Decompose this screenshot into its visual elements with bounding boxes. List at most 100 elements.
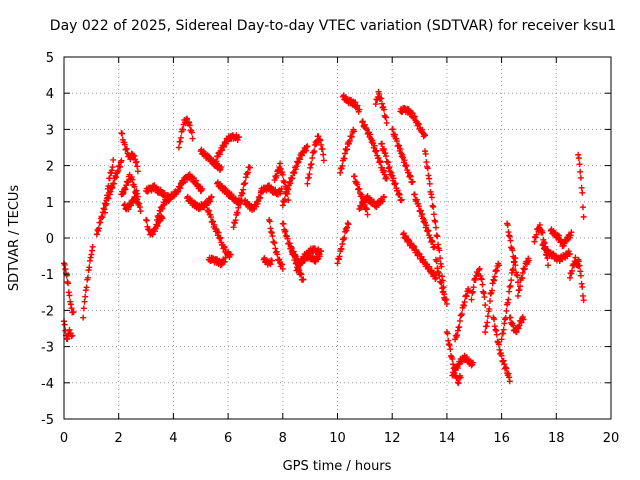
data-point <box>304 143 311 150</box>
data-point <box>434 233 441 240</box>
series-tr41 <box>400 230 439 282</box>
series-tr07 <box>118 171 141 200</box>
data-point <box>378 140 385 147</box>
x-tick-label: 12 <box>384 431 401 446</box>
data-point <box>436 272 443 279</box>
data-point <box>495 262 502 269</box>
data-point <box>286 240 293 247</box>
data-point <box>257 194 264 201</box>
data-point <box>131 183 138 190</box>
data-point <box>509 247 516 254</box>
series-tr43 <box>422 148 448 301</box>
data-point <box>575 155 582 162</box>
data-point <box>309 155 316 162</box>
x-axis-label: GPS time / hours <box>283 459 392 474</box>
data-point <box>449 355 456 362</box>
series-tr48 <box>468 265 489 309</box>
data-point <box>304 180 311 187</box>
y-tick-label: -3 <box>41 341 54 356</box>
data-point <box>208 193 215 200</box>
data-point <box>577 174 584 181</box>
data-point <box>491 316 498 323</box>
x-tick-label: 10 <box>329 431 346 446</box>
data-point <box>482 329 489 336</box>
y-tick-labels: -5 -4 -3 -2 -1 0 1 2 3 4 5 <box>41 51 54 428</box>
data-point <box>268 257 275 264</box>
data-point <box>359 193 366 200</box>
data-point <box>186 122 193 129</box>
series-tr57 <box>547 226 575 250</box>
series-tr06 <box>118 130 141 175</box>
series-tr38 <box>378 140 405 204</box>
data-point <box>569 267 576 274</box>
series-tr22 <box>257 182 285 198</box>
data-point <box>244 169 251 176</box>
data-point <box>383 153 390 160</box>
data-point <box>539 229 546 236</box>
data-point <box>284 235 291 242</box>
y-tick-label: 4 <box>46 87 54 102</box>
data-point <box>422 132 429 139</box>
series-tr13 <box>178 171 206 195</box>
data-point <box>110 156 117 163</box>
data-point <box>505 296 512 303</box>
data-point <box>82 293 89 300</box>
series-tr42 <box>411 191 438 251</box>
data-point <box>356 106 363 113</box>
series-tr16 <box>203 202 234 260</box>
data-point <box>106 175 113 182</box>
data-point <box>507 282 514 289</box>
y-tick-label: 1 <box>46 196 54 211</box>
series-tr44 <box>432 256 450 307</box>
data-point <box>479 281 486 288</box>
series-tr50 <box>490 314 513 385</box>
data-point <box>351 173 358 180</box>
y-axis-label: SDTVAR / TECUs <box>7 185 22 292</box>
series-tr27 <box>279 143 311 209</box>
series-tr20 <box>230 164 253 231</box>
data-point <box>371 142 378 149</box>
series-tr02 <box>61 260 77 316</box>
data-point <box>437 255 444 262</box>
data-point <box>240 186 247 193</box>
data-point <box>432 274 439 281</box>
data-point <box>80 314 87 321</box>
series-tr35 <box>359 118 390 182</box>
data-point <box>279 265 286 272</box>
data-point <box>188 129 195 136</box>
data-point <box>424 165 431 172</box>
data-point <box>110 180 117 187</box>
data-point <box>470 284 477 291</box>
y-tick-label: 5 <box>46 51 54 66</box>
data-point <box>457 374 464 381</box>
data-point <box>383 119 390 126</box>
data-point <box>433 258 440 265</box>
data-point <box>461 298 468 305</box>
data-point <box>498 336 505 343</box>
series-tr40 <box>397 104 429 140</box>
data-point <box>338 246 345 253</box>
data-point <box>465 287 472 294</box>
data-point <box>389 126 396 133</box>
series-tr39 <box>389 126 416 186</box>
data-point <box>441 291 448 298</box>
data-point <box>510 322 517 329</box>
series-tr30 <box>304 133 327 187</box>
data-point <box>426 175 433 182</box>
y-tick-label: 3 <box>46 123 54 138</box>
data-point <box>380 106 387 113</box>
data-point <box>504 222 511 229</box>
data-point <box>320 157 327 164</box>
data-point <box>580 213 587 220</box>
data-point <box>514 272 521 279</box>
data-point <box>222 254 229 261</box>
series-tr15 <box>197 146 225 173</box>
data-point <box>491 273 498 280</box>
data-point <box>411 191 418 198</box>
data-point <box>447 346 454 353</box>
data-point <box>289 175 296 182</box>
data-point <box>129 176 136 183</box>
series-tr37 <box>372 88 390 126</box>
data-point <box>215 229 222 236</box>
